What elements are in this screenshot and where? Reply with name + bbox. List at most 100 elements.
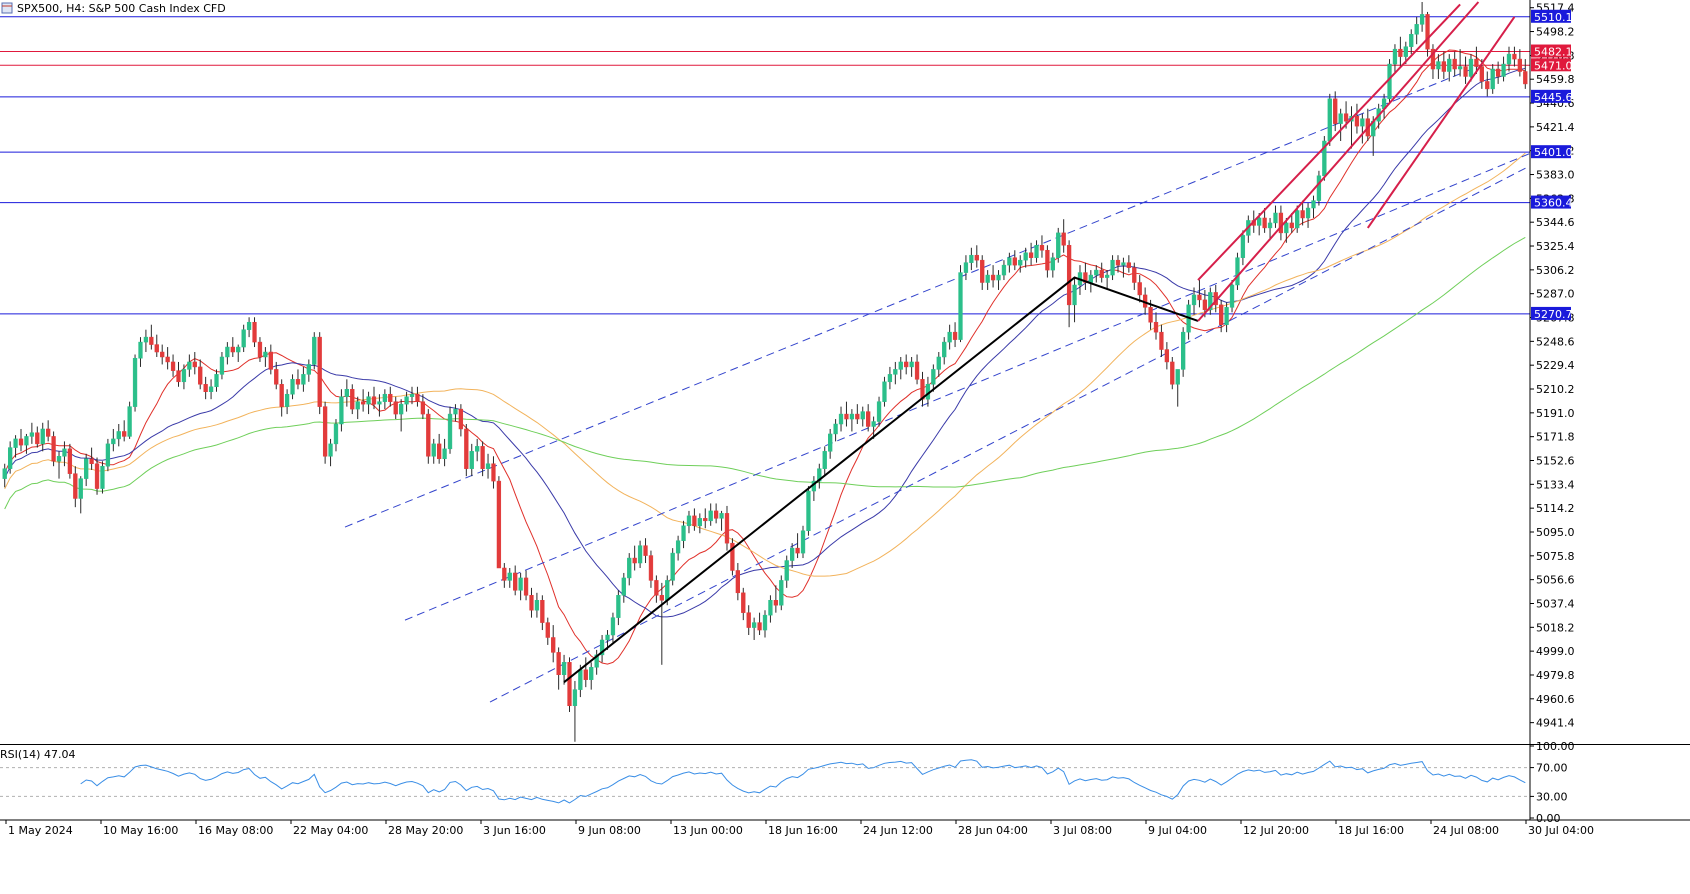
bearish-candle <box>192 361 197 368</box>
bearish-candle <box>795 547 800 554</box>
bearish-candle <box>1485 81 1490 90</box>
x-tick-label: 1 May 2024 <box>8 824 73 837</box>
level-price-label: 5471.0 <box>1534 59 1573 72</box>
bullish-candle <box>404 396 409 405</box>
bullish-candle <box>833 423 838 435</box>
rsi-tick-label: 70.00 <box>1536 762 1568 775</box>
bullish-candle <box>1257 217 1262 226</box>
bullish-candle <box>1235 257 1240 286</box>
bearish-candle <box>1262 217 1267 229</box>
bullish-candle <box>719 513 724 519</box>
bullish-candle <box>963 262 969 273</box>
level-price-label: 5445.6 <box>1534 91 1573 104</box>
bullish-candle <box>1034 245 1039 258</box>
candles-layer <box>2 2 1528 742</box>
bullish-candle <box>1018 259 1023 266</box>
trend-channel-layer <box>344 66 1531 703</box>
bullish-candle <box>589 667 594 680</box>
x-tick-label: 9 Jul 04:00 <box>1148 824 1207 837</box>
bullish-candle <box>697 518 702 527</box>
y-tick-label: 5152.6 <box>1536 455 1575 468</box>
bearish-candle <box>654 580 659 596</box>
bullish-candle <box>111 438 116 445</box>
bearish-candle <box>692 515 697 527</box>
bullish-candle <box>800 530 806 554</box>
bullish-candle <box>1305 207 1311 219</box>
bearish-candle <box>556 652 561 675</box>
bearish-candle <box>122 431 127 437</box>
bullish-candle <box>681 525 686 541</box>
y-tick-label: 4960.6 <box>1536 693 1575 706</box>
bullish-candle <box>138 341 143 359</box>
x-tick-label: 24 Jul 08:00 <box>1433 824 1499 837</box>
y-tick-label: 5018.2 <box>1536 621 1575 634</box>
bullish-candle <box>431 443 436 457</box>
bullish-candle <box>1436 61 1441 70</box>
bullish-candle <box>561 662 567 675</box>
bullish-candle <box>181 369 187 383</box>
bullish-candle <box>572 689 578 707</box>
y-tick-label: 4979.8 <box>1536 669 1575 682</box>
bearish-candle <box>1343 113 1349 122</box>
bullish-candle <box>670 552 675 581</box>
x-tick-label: 3 Jun 16:00 <box>483 824 546 837</box>
bullish-candle <box>40 428 45 445</box>
bullish-candle <box>62 448 67 457</box>
bullish-candle <box>768 600 773 616</box>
bearish-candle <box>426 413 431 457</box>
bearish-candle <box>632 557 637 564</box>
bearish-candle <box>322 406 328 457</box>
bullish-candle <box>605 634 610 641</box>
bearish-candle <box>1430 48 1436 70</box>
bearish-candle <box>866 411 871 427</box>
bearish-candle <box>154 344 159 353</box>
bullish-candle <box>936 356 941 370</box>
bullish-candle <box>893 369 898 375</box>
chart-title-bar: SPX500, H4: S&P 500 Cash Index CFD <box>1 2 226 15</box>
bearish-candle <box>1039 245 1045 251</box>
bearish-candle <box>371 396 377 405</box>
bearish-candle <box>1398 48 1403 57</box>
bullish-candle <box>751 622 757 628</box>
bearish-candle <box>551 637 556 653</box>
bearish-candle <box>252 321 257 343</box>
bullish-candle <box>442 448 447 460</box>
bearish-candle <box>67 448 73 474</box>
bullish-candle <box>1457 66 1463 70</box>
rsi-tick-label: 0.00 <box>1536 812 1561 825</box>
bullish-candle <box>225 346 230 358</box>
bullish-candle <box>1403 46 1408 57</box>
bullish-candle <box>1506 53 1512 65</box>
bullish-candle <box>996 274 1001 281</box>
y-tick-label: 5095.0 <box>1536 526 1575 539</box>
bullish-candle <box>306 364 311 375</box>
bullish-candle <box>1240 235 1246 258</box>
bearish-candle <box>713 510 719 519</box>
bullish-candle <box>806 490 811 532</box>
bearish-candle <box>393 401 398 415</box>
y-tick-label: 5191.0 <box>1536 407 1575 420</box>
bearish-candle <box>1148 307 1153 323</box>
bearish-candle <box>1463 66 1468 77</box>
moving-average-line <box>4 152 1526 577</box>
level-price-label: 5401.0 <box>1534 146 1573 159</box>
level-price-tag <box>1531 58 1571 72</box>
bearish-candle <box>980 259 985 283</box>
bullish-candle <box>143 336 149 343</box>
bullish-candle <box>105 443 111 467</box>
zigzag-trend-line <box>563 276 1199 683</box>
bearish-candle <box>1099 269 1104 278</box>
bearish-candle <box>1523 71 1528 85</box>
bullish-candle <box>1023 252 1028 261</box>
bearish-candle <box>648 555 654 581</box>
bullish-candle <box>931 369 936 385</box>
y-tick-label: 5498.2 <box>1536 26 1575 39</box>
rsi-tick-label: 100.00 <box>1536 740 1575 753</box>
bearish-candle <box>149 336 154 345</box>
bearish-candle <box>1354 115 1360 127</box>
bearish-candle <box>643 545 648 556</box>
bullish-candle <box>241 329 246 348</box>
